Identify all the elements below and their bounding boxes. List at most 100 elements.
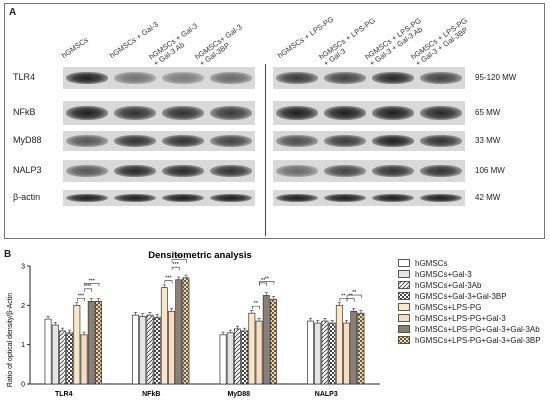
blot-strip (273, 67, 465, 89)
legend-item: hGMSCs+LPS-PG+Gal-3 (398, 314, 506, 323)
bar (58, 330, 66, 385)
bar (182, 277, 190, 385)
significance-bracket (259, 281, 275, 285)
bar (73, 304, 81, 385)
lane-label: hGMSCs (59, 35, 90, 60)
blot-strip (273, 190, 465, 206)
significance-bracket (346, 298, 355, 302)
significance-label: ** (254, 301, 259, 307)
blot-band (162, 105, 204, 121)
blot-band (276, 71, 318, 85)
blot-band (276, 135, 318, 147)
bar (66, 332, 74, 385)
bar (350, 310, 358, 385)
blot-band (114, 164, 156, 178)
blot-strip (63, 101, 255, 125)
significance-bracket (346, 294, 362, 299)
blot-band (162, 71, 204, 85)
blot-band (210, 105, 252, 121)
blot-band (66, 193, 108, 203)
x-tick-labels: TLR4 NFkB MyD88 NALP3 (55, 391, 338, 398)
blot-band (324, 71, 366, 85)
bar (357, 312, 365, 385)
bar (87, 301, 95, 385)
significance-label: *** (89, 278, 96, 284)
blot-mw-label: 33 MW (475, 136, 501, 145)
legend-swatch (398, 292, 410, 300)
legend-swatch (398, 281, 410, 289)
legend-swatch (398, 325, 410, 333)
blot-band (372, 71, 414, 85)
bar (219, 334, 227, 385)
legend-label: hGMSCs+LPS-PG+Gal-3 (415, 314, 506, 323)
significance-bracket (171, 266, 180, 271)
bar (255, 320, 263, 385)
blot-mw-label: 42 MW (475, 193, 501, 202)
blot-band (114, 71, 156, 85)
bar (160, 287, 168, 385)
legend-item: hGMSCs+Gal-3+Gal-3BP (398, 292, 507, 301)
blot-band (324, 164, 366, 178)
bar (343, 322, 351, 385)
blot-band (372, 105, 414, 121)
bar (248, 312, 256, 385)
bar (94, 301, 102, 385)
bar (175, 279, 183, 385)
blot-band (210, 135, 252, 147)
chart-title: Densitometric analysis (148, 250, 252, 261)
blot-band (114, 193, 156, 203)
blot-marker-label: NALP3 (13, 165, 42, 175)
blot-band (210, 164, 252, 178)
legend-label: hGMSCs+Gal-3 (415, 270, 472, 279)
legend-label: hGMSCs+LPS-PG+Gal-3+Gal-3BP (415, 336, 541, 345)
blot-strip (273, 101, 465, 125)
y-axis-label: Ratio of optical density/β-Actin (7, 293, 14, 387)
blot-band (420, 135, 462, 147)
blot-divider (265, 64, 266, 236)
blot-mw-label: 95-120 MW (475, 73, 517, 82)
blot-band (324, 193, 366, 203)
legend-label: hGMSCs+Gal-3+Gal-3BP (415, 292, 507, 301)
legend-label: hGMSCs+LPS-PG (415, 303, 482, 312)
blot-band (162, 164, 204, 178)
bar (44, 318, 52, 385)
legend-item: hGMSCs+LPS-PG (398, 303, 481, 312)
significance-label: ** (261, 278, 266, 284)
x-tick-label: NALP3 (315, 391, 338, 398)
blot-band (114, 135, 156, 147)
bar (51, 324, 59, 385)
blot-strip (63, 160, 255, 182)
bar (226, 332, 234, 385)
blot-band (324, 135, 366, 147)
legend-swatch (398, 270, 410, 278)
bar (307, 320, 315, 385)
bar (270, 299, 277, 385)
bar (314, 322, 322, 385)
blot-band (276, 105, 318, 121)
chart-bars (44, 274, 365, 385)
legend-item: hGMSCs+Gal-3Ab (398, 281, 481, 290)
densitometry-chart: Densitometric analysis Ratio of optical … (7, 250, 380, 398)
blot-band (372, 135, 414, 147)
blot-band (210, 71, 252, 85)
significance-label: *** (85, 284, 92, 290)
blot-band (210, 193, 252, 203)
significance-label: ** (349, 294, 354, 300)
legend-item: hGMSCs+Gal-3 (398, 270, 472, 279)
blot-band (372, 164, 414, 178)
y-tick-label: 2 (21, 303, 25, 310)
lane-label: hGMSCs+ Gal-3 + Gal-3BP (193, 22, 244, 68)
legend-item: hGMSCs+LPS-PG+Gal-3+Gal-3BP (398, 336, 541, 345)
blot-band (66, 135, 108, 147)
y-tick-label: 3 (21, 264, 25, 271)
significance-brackets: ********* ************* **** **** (77, 255, 362, 310)
blot-band (372, 193, 414, 203)
blot-strip (63, 131, 255, 151)
blot-band (420, 193, 462, 203)
x-tick-label: TLR4 (55, 391, 73, 398)
panel-b-label: B (4, 249, 12, 260)
blot-marker-label: TLR4 (13, 72, 36, 82)
densitometry-panel: B Densitometric analysis Ratio of optica… (0, 244, 550, 414)
blot-band (66, 71, 108, 85)
y-tick-label: 0 (21, 382, 25, 389)
